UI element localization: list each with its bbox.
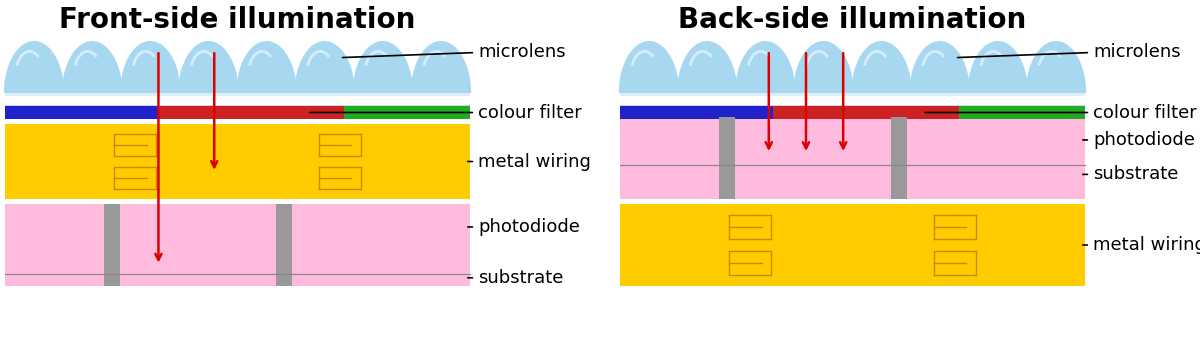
Text: Front-side illumination: Front-side illumination	[59, 6, 415, 34]
Bar	[620, 204, 1085, 286]
Polygon shape	[353, 41, 413, 93]
Polygon shape	[677, 41, 738, 93]
Polygon shape	[410, 41, 472, 93]
Text: substrate: substrate	[1082, 165, 1178, 183]
Polygon shape	[62, 41, 122, 93]
Polygon shape	[236, 41, 296, 93]
Bar	[276, 204, 292, 286]
Text: photodiode: photodiode	[468, 218, 580, 236]
Bar	[774, 106, 960, 119]
Text: metal wiring: metal wiring	[1082, 236, 1200, 254]
Polygon shape	[294, 41, 355, 93]
Bar	[158, 106, 344, 119]
Polygon shape	[179, 41, 239, 93]
Polygon shape	[1026, 41, 1086, 93]
Text: photodiode: photodiode	[1082, 131, 1195, 149]
Text: colour filter: colour filter	[310, 104, 582, 121]
Bar	[5, 106, 158, 119]
Bar	[5, 105, 470, 109]
Text: substrate: substrate	[468, 269, 563, 287]
Bar	[344, 106, 470, 119]
Bar	[620, 105, 1085, 109]
Text: microlens: microlens	[342, 43, 565, 61]
Polygon shape	[619, 41, 679, 93]
Polygon shape	[4, 41, 65, 93]
Polygon shape	[910, 41, 970, 93]
Bar	[5, 124, 470, 199]
Text: metal wiring: metal wiring	[468, 152, 590, 170]
Bar	[5, 204, 470, 286]
Polygon shape	[736, 41, 796, 93]
Bar	[620, 117, 1085, 199]
Bar	[104, 204, 120, 286]
Bar	[620, 106, 774, 119]
Bar	[620, 89, 1085, 95]
Polygon shape	[120, 41, 180, 93]
Bar	[5, 89, 470, 95]
Polygon shape	[851, 41, 912, 93]
Polygon shape	[967, 41, 1028, 93]
Text: microlens: microlens	[958, 43, 1181, 61]
Polygon shape	[793, 41, 853, 93]
Text: colour filter: colour filter	[925, 104, 1196, 121]
Bar	[960, 106, 1085, 119]
Bar	[719, 117, 734, 199]
Bar	[890, 117, 907, 199]
Text: Back-side illumination: Back-side illumination	[678, 6, 1027, 34]
